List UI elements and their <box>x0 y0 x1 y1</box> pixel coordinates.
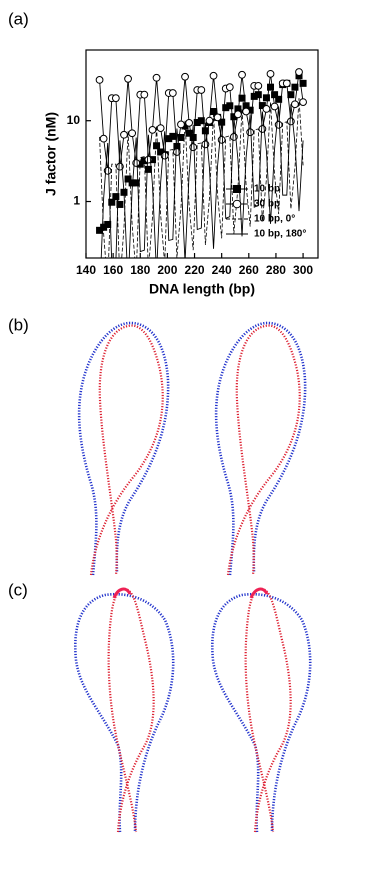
data-point <box>116 200 124 208</box>
x-tick-label: 240 <box>212 263 232 277</box>
data-point <box>144 165 152 173</box>
data-point <box>140 90 149 99</box>
data-point <box>267 83 275 91</box>
data-point <box>177 133 185 141</box>
series-line <box>99 98 304 258</box>
plot-area <box>95 68 307 258</box>
data-point <box>185 118 194 127</box>
data-point <box>124 74 132 83</box>
legend-label: 30 bp <box>254 199 280 210</box>
data-point <box>250 92 258 100</box>
data-point <box>108 198 116 206</box>
x-tick-label: 180 <box>130 263 150 277</box>
panel-label: (c) <box>8 580 28 599</box>
data-point <box>246 128 255 137</box>
x-tick-label: 200 <box>157 263 177 277</box>
data-point <box>238 70 246 79</box>
conformation-b <box>77 321 307 577</box>
data-point <box>271 91 279 99</box>
data-point <box>128 129 137 138</box>
data-point <box>238 94 246 102</box>
data-point <box>185 129 193 137</box>
legend-marker <box>232 199 242 209</box>
legend-label: 10 bp, 180° <box>254 229 306 240</box>
data-point <box>120 130 128 139</box>
data-point <box>148 156 156 164</box>
data-point <box>230 113 238 121</box>
data-point <box>291 83 299 91</box>
x-tick-label: 140 <box>76 263 96 277</box>
series-line <box>100 104 304 258</box>
data-point <box>270 102 279 111</box>
data-point <box>168 89 177 97</box>
data-point <box>96 226 104 234</box>
data-point <box>124 175 132 183</box>
x-tick-label: 160 <box>103 263 123 277</box>
data-point <box>148 125 157 134</box>
data-point <box>181 72 189 81</box>
data-point <box>225 83 234 92</box>
data-point <box>254 81 263 90</box>
data-point <box>193 119 201 127</box>
data-point <box>242 107 250 116</box>
data-point <box>262 105 271 113</box>
data-point <box>157 148 165 156</box>
data-point <box>213 113 222 122</box>
data-point <box>295 68 303 76</box>
data-point <box>226 102 234 110</box>
panel-label: (a) <box>8 9 29 28</box>
data-point <box>210 108 218 116</box>
data-point <box>287 91 295 99</box>
x-tick-label: 260 <box>239 263 259 277</box>
data-point <box>104 220 112 228</box>
data-point <box>156 124 165 133</box>
data-point <box>189 133 197 141</box>
data-point <box>169 132 177 140</box>
data-point <box>165 135 173 143</box>
data-point <box>153 142 161 150</box>
data-point <box>234 105 242 113</box>
conformation-c <box>73 587 312 834</box>
data-point <box>177 120 185 129</box>
panel-label: (b) <box>8 315 29 334</box>
data-point <box>136 160 144 168</box>
data-point <box>111 94 120 103</box>
data-point <box>299 98 307 106</box>
data-point <box>205 116 214 125</box>
data-point <box>197 117 205 125</box>
x-tick-label: 280 <box>266 263 286 277</box>
data-point <box>262 94 270 102</box>
data-point <box>209 71 218 80</box>
data-point <box>95 75 104 84</box>
legend-label: 10 bp <box>254 184 280 195</box>
legend-label: 10 bp, 0° <box>254 214 295 225</box>
data-point <box>254 91 262 99</box>
data-point <box>266 69 275 78</box>
data-point <box>291 100 299 109</box>
data-point <box>234 110 242 119</box>
x-tick-label: 300 <box>293 263 313 277</box>
data-point <box>128 179 136 187</box>
data-point <box>132 179 140 187</box>
data-point <box>112 193 120 201</box>
x-axis-title: DNA length (bp) <box>149 281 255 297</box>
data-point <box>299 79 307 87</box>
x-tick-label: 220 <box>185 263 205 277</box>
y-axis-title: J factor (nM) <box>43 112 59 196</box>
data-point <box>242 102 250 110</box>
data-point <box>275 95 283 103</box>
plot-frame <box>85 49 319 259</box>
y-tick-label: 1 <box>73 194 80 208</box>
data-point <box>282 79 291 88</box>
data-point <box>222 104 230 112</box>
data-point <box>99 134 108 143</box>
y-tick-label: 10 <box>67 113 81 127</box>
data-point <box>246 106 254 114</box>
data-point <box>152 73 161 82</box>
data-point <box>197 86 206 94</box>
data-point <box>258 102 266 110</box>
